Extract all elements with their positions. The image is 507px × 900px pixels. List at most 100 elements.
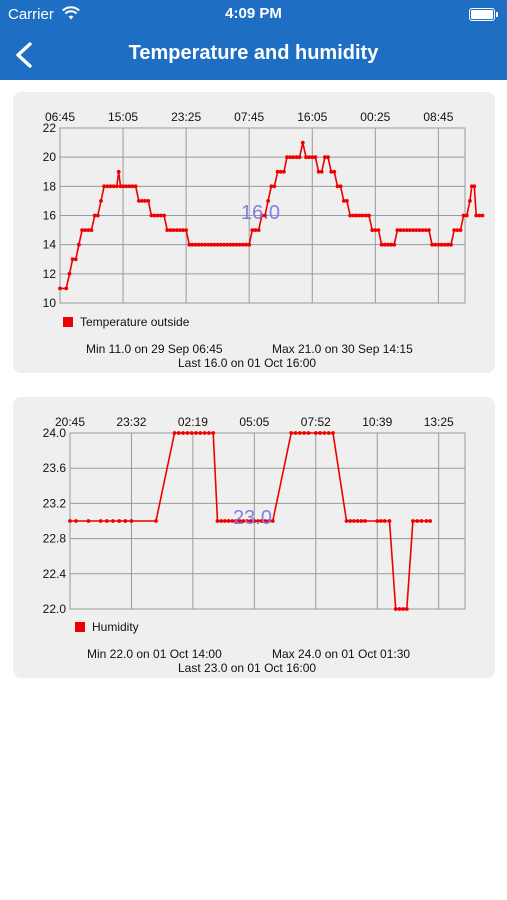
data-point (375, 519, 380, 523)
data-point (202, 431, 207, 435)
data-point (285, 155, 289, 160)
data-point (256, 519, 260, 523)
data-point (267, 519, 271, 523)
data-point (411, 228, 416, 233)
data-point (313, 431, 318, 435)
data-point (359, 519, 364, 523)
x-tick-label: 07:52 (301, 415, 331, 429)
data-point (263, 519, 268, 523)
data-point (269, 184, 274, 189)
data-point (92, 213, 97, 218)
data-point (480, 213, 485, 218)
data-point (423, 228, 428, 233)
data-point (68, 519, 72, 523)
x-tick-label: 15:05 (108, 110, 138, 124)
last-text: Last 23.0 on 01 Oct 16:00 (178, 661, 317, 675)
status-bar: Carrier 4:09 PM (0, 0, 507, 30)
data-point (389, 242, 393, 247)
data-point (393, 607, 398, 611)
data-point (70, 257, 75, 262)
data-point (203, 242, 207, 247)
data-point (181, 431, 186, 435)
data-point (272, 184, 277, 189)
data-point (105, 184, 110, 189)
data-point (341, 199, 346, 203)
data-point (468, 199, 472, 203)
data-point (430, 242, 434, 247)
data-point (117, 519, 122, 523)
data-point (306, 431, 311, 435)
x-tick-label: 08:45 (423, 110, 453, 124)
y-tick-label: 22 (43, 121, 57, 135)
data-point (411, 519, 415, 523)
data-point (338, 184, 343, 189)
data-point (427, 228, 431, 233)
data-point (231, 242, 236, 247)
data-point (414, 228, 419, 233)
data-point (123, 519, 128, 523)
current-value: 23.0 (233, 507, 272, 529)
data-point (244, 242, 248, 247)
chevron-left-icon[interactable] (10, 38, 40, 72)
data-point (376, 228, 381, 233)
data-point (174, 228, 179, 233)
data-point (474, 213, 479, 218)
data-point (266, 199, 270, 203)
data-point (241, 242, 245, 247)
data-point (304, 155, 308, 160)
data-point (329, 169, 334, 174)
data-point (154, 519, 158, 523)
x-tick-label: 10:39 (362, 415, 392, 429)
navigation-bar: Temperature and humidity (0, 30, 507, 80)
data-point (111, 184, 116, 189)
y-tick-label: 16 (43, 209, 57, 223)
data-point (458, 228, 463, 233)
data-point (288, 155, 293, 160)
data-point (263, 213, 267, 218)
data-point (387, 519, 392, 523)
data-point (67, 271, 72, 276)
data-point (291, 155, 296, 160)
data-point (270, 519, 275, 523)
max-text: Max 24.0 on 01 Oct 01:30 (272, 647, 411, 661)
temperature-chart-card: 22 20 18 16 14 12 10 06:45 15:05 23:25 07:45 16:05 0… (13, 92, 495, 373)
data-point (99, 199, 103, 203)
data-point (187, 242, 192, 247)
data-point (225, 242, 230, 247)
y-tick-label: 22.4 (43, 567, 67, 581)
max-text: Max 21.0 on 30 Sep 14:15 (272, 342, 413, 356)
x-tick-label: 20:45 (55, 415, 85, 429)
data-point (73, 257, 78, 262)
data-point (442, 242, 447, 247)
last-text: Last 16.0 on 01 Oct 16:00 (178, 356, 317, 370)
data-point (230, 519, 235, 523)
data-point (392, 242, 397, 247)
data-point (401, 607, 405, 611)
data-point (237, 242, 242, 247)
data-point (228, 242, 233, 247)
data-point (177, 228, 182, 233)
data-point (477, 213, 482, 218)
legend-swatch (75, 622, 85, 632)
data-point (114, 184, 119, 189)
temperature-chart: 22 20 18 16 14 12 10 06:45 15:05 23:25 07:45 16:05 0… (43, 110, 485, 329)
data-point (404, 607, 409, 611)
data-point (215, 519, 220, 523)
data-point (360, 213, 365, 218)
data-point (310, 155, 315, 160)
legend-label: Temperature outside (80, 315, 190, 329)
data-point (130, 184, 135, 189)
data-point (307, 155, 311, 160)
data-point (95, 213, 100, 218)
data-point (363, 519, 367, 523)
data-point (185, 431, 190, 435)
x-tick-label: 16:05 (297, 110, 327, 124)
data-point (209, 242, 214, 247)
data-point (146, 199, 151, 203)
data-point (189, 431, 194, 435)
data-point (171, 228, 176, 233)
legend-swatch (63, 317, 73, 327)
data-point (379, 242, 384, 247)
data-point (439, 242, 444, 247)
x-tick-label: 13:25 (424, 415, 454, 429)
